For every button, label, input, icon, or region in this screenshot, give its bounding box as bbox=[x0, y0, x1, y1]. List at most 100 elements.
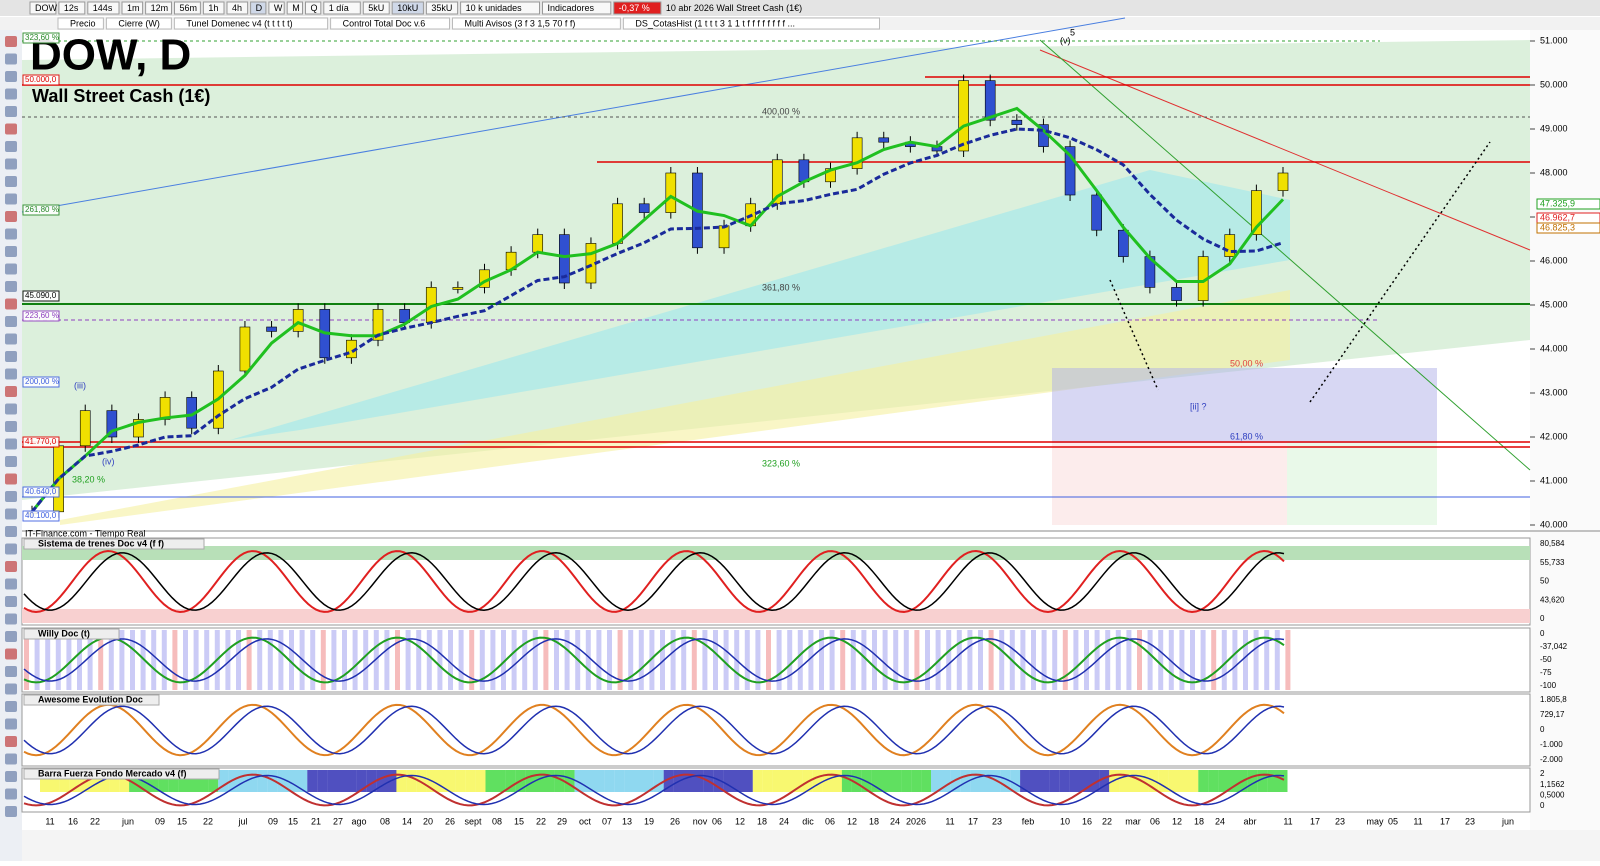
indicator-tab-label[interactable]: Control Total Doc v.6 bbox=[343, 18, 426, 28]
tool-icon[interactable] bbox=[5, 298, 17, 310]
tool-icon[interactable] bbox=[5, 158, 17, 170]
toolbar-button[interactable] bbox=[542, 1, 612, 15]
toolbar-button[interactable] bbox=[121, 1, 144, 15]
toolbar-label[interactable]: 35kU bbox=[431, 3, 452, 13]
tool-icon[interactable] bbox=[5, 351, 17, 362]
toolbar-label[interactable]: 10kU bbox=[397, 3, 418, 13]
indicator-tab-label[interactable]: DS_CotasHist (1 t t t 3 1 1 t f f f f f … bbox=[635, 18, 795, 28]
tool-icon[interactable] bbox=[5, 701, 17, 712]
tool-icon[interactable] bbox=[5, 631, 17, 642]
tool-icon[interactable] bbox=[5, 281, 17, 292]
toolbar-label[interactable]: 1h bbox=[208, 3, 218, 13]
toolbar-button[interactable] bbox=[202, 1, 225, 15]
toolbar-label[interactable]: Indicadores bbox=[548, 3, 595, 13]
indicator-tab[interactable] bbox=[452, 17, 621, 30]
tool-icon[interactable] bbox=[5, 806, 17, 817]
toolbar-button[interactable] bbox=[250, 1, 267, 15]
tool-icon[interactable] bbox=[5, 456, 17, 467]
toolbar-button[interactable] bbox=[145, 1, 173, 15]
toolbar-button[interactable] bbox=[613, 1, 662, 15]
toolbar-label[interactable]: 144s bbox=[93, 3, 113, 13]
tool-icon[interactable] bbox=[5, 141, 17, 152]
tool-icon[interactable] bbox=[5, 683, 17, 695]
tool-icon[interactable] bbox=[5, 403, 17, 415]
indicator-tab[interactable] bbox=[330, 17, 451, 30]
toolbar-button[interactable] bbox=[286, 1, 304, 15]
tool-icon[interactable] bbox=[5, 193, 17, 205]
tool-icon[interactable] bbox=[5, 473, 17, 485]
toolbar-label[interactable]: W bbox=[274, 3, 283, 13]
toolbar-button[interactable] bbox=[425, 1, 459, 15]
tool-icon[interactable] bbox=[5, 736, 17, 747]
toolbar-label[interactable]: 10 k unidades bbox=[466, 3, 523, 13]
tool-icon[interactable] bbox=[5, 508, 17, 520]
toolbar-label[interactable]: 1m bbox=[127, 3, 140, 13]
tool-icon[interactable] bbox=[5, 176, 17, 187]
tool-icon[interactable] bbox=[5, 666, 17, 677]
toolbar-label[interactable]: Q bbox=[311, 3, 318, 13]
toolbar-label[interactable]: DOW bbox=[35, 3, 58, 13]
tool-icon[interactable] bbox=[5, 333, 17, 345]
tool-icon[interactable] bbox=[5, 543, 17, 555]
tool-icon[interactable] bbox=[5, 788, 17, 800]
toolbar-label[interactable]: D bbox=[256, 3, 263, 13]
tool-icon[interactable] bbox=[5, 438, 17, 450]
toolbar-button[interactable] bbox=[460, 1, 541, 15]
toolbar-button[interactable] bbox=[174, 1, 201, 15]
tool-icon[interactable] bbox=[5, 53, 17, 65]
tool-icon[interactable] bbox=[5, 526, 17, 537]
toolbar-button[interactable] bbox=[226, 1, 249, 15]
annotation: 38,20 % bbox=[72, 474, 105, 484]
tool-icon[interactable] bbox=[5, 386, 17, 397]
toolbar-button[interactable] bbox=[29, 1, 57, 15]
tool-icon[interactable] bbox=[5, 123, 17, 135]
date-label: 26 bbox=[445, 816, 455, 826]
tool-icon[interactable] bbox=[5, 36, 17, 47]
tool-icon[interactable] bbox=[5, 228, 17, 240]
indicator-tab[interactable] bbox=[173, 17, 329, 30]
toolbar-label[interactable]: 12m bbox=[151, 3, 169, 13]
tool-icon[interactable] bbox=[5, 648, 17, 660]
tool-icon[interactable] bbox=[5, 613, 17, 625]
tool-icon[interactable] bbox=[5, 71, 17, 82]
indicator-tab-label[interactable]: Tunel Domenec v4 (t t t t t) bbox=[186, 18, 292, 28]
tool-icon[interactable] bbox=[5, 421, 17, 432]
toolbar-button[interactable] bbox=[58, 1, 86, 15]
tool-icon[interactable] bbox=[5, 578, 17, 590]
toolbar-label[interactable]: -0,37 % bbox=[619, 3, 650, 13]
tool-icon[interactable] bbox=[5, 263, 17, 275]
toolbar-label[interactable]: 1 día bbox=[329, 3, 349, 13]
toolbar-label[interactable]: 5kU bbox=[368, 3, 384, 13]
indicator-tab[interactable] bbox=[57, 17, 104, 30]
tool-icon[interactable] bbox=[5, 596, 17, 607]
tool-icon[interactable] bbox=[5, 368, 17, 380]
toolbar-label[interactable]: 56m bbox=[180, 3, 198, 13]
tool-icon[interactable] bbox=[5, 718, 17, 730]
tool-icon[interactable] bbox=[5, 771, 17, 782]
toolbar-label[interactable]: 12s bbox=[64, 3, 79, 13]
tool-icon[interactable] bbox=[5, 316, 17, 327]
indicator-tab-label[interactable]: Precio bbox=[70, 18, 96, 28]
tool-icon[interactable] bbox=[5, 88, 17, 100]
toolbar-button[interactable] bbox=[362, 1, 390, 15]
toolbar-button[interactable] bbox=[323, 1, 361, 15]
indicator-tab[interactable] bbox=[622, 17, 881, 30]
toolbar-label[interactable]: 4h bbox=[232, 3, 242, 13]
tool-icon[interactable] bbox=[5, 491, 17, 502]
bar bbox=[479, 630, 485, 690]
bar bbox=[198, 770, 209, 792]
indicator-tab-label[interactable]: Cierre (W) bbox=[118, 18, 159, 28]
tool-icon[interactable] bbox=[5, 246, 17, 257]
indicator-tab[interactable] bbox=[105, 17, 172, 30]
tool-icon[interactable] bbox=[5, 106, 17, 117]
tool-icon[interactable] bbox=[5, 211, 17, 222]
tool-icon[interactable] bbox=[5, 561, 17, 572]
toolbar-button[interactable] bbox=[305, 1, 322, 15]
indicator-tab-label[interactable]: Multi Avisos (3 f 3 1,5 70 f f) bbox=[465, 18, 576, 28]
toolbar-button[interactable] bbox=[268, 1, 285, 15]
bar bbox=[238, 770, 248, 792]
toolbar-label[interactable]: M bbox=[292, 3, 300, 13]
tool-icon[interactable] bbox=[5, 753, 17, 765]
toolbar-button[interactable] bbox=[87, 1, 120, 15]
toolbar-button[interactable] bbox=[391, 1, 424, 15]
